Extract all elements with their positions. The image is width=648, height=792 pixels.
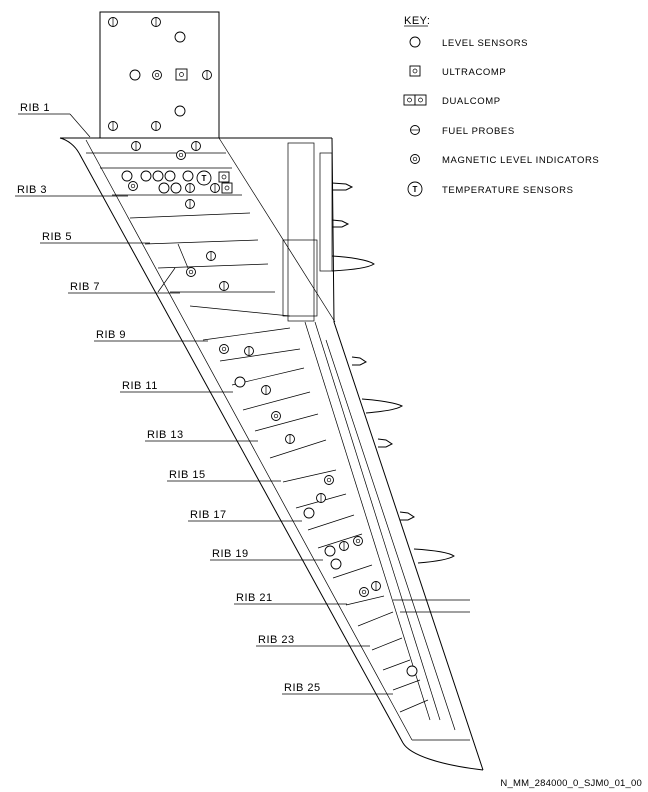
legend-label-magnetic-level-indicators: MAGNETIC LEVEL INDICATORS: [442, 155, 599, 166]
magnetic-level-indicator-icon: [359, 587, 369, 597]
fuel-probe-icon: [206, 251, 216, 261]
legend-title: KEY:: [404, 15, 430, 27]
level-sensor-icon: [409, 36, 421, 48]
temperature-sensor-icon: T: [196, 170, 212, 186]
level-sensor-icon: [234, 376, 246, 388]
rib-label-25: RIB 25: [284, 682, 321, 694]
magnetic-level-indicator-icon: [128, 181, 138, 191]
fuel-probe-icon: [219, 281, 229, 291]
rib-label-5: RIB 5: [42, 231, 72, 243]
fuel-probe-icon: [316, 493, 326, 503]
legend-label-fuel-probes: FUEL PROBES: [442, 126, 515, 137]
wing-outline: [59, 11, 484, 771]
fuel-probe-icon: [202, 70, 212, 80]
legend-label-temperature-sensors: TEMPERATURE SENSORS: [442, 185, 574, 196]
fuel-probe-icon: [339, 541, 349, 551]
rib-label-11: RIB 11: [122, 380, 158, 392]
magnetic-level-indicator-icon: [219, 344, 229, 354]
level-sensor-icon: [164, 170, 176, 182]
magnetic-level-indicator-icon: [176, 150, 186, 160]
level-sensor-icon: [121, 170, 133, 182]
figure-id: N_MM_284000_0_SJM0_01_00: [500, 778, 642, 789]
level-sensor-icon: [324, 545, 336, 557]
level-sensor-icon: [303, 507, 315, 519]
rib-label-15: RIB 15: [169, 469, 206, 481]
rib-labels: RIB 1 RIB 3 RIB 5 RIB 7 RIB 9 RIB 11 RIB…: [15, 102, 393, 695]
center-tank-sensors: [108, 17, 212, 131]
legend: KEY: LEVEL SENSORS ULTRACOMP DUALCOMP FU…: [403, 15, 599, 197]
fuel-probe-icon: [285, 434, 295, 444]
fuel-probe-icon: [108, 17, 118, 27]
fuel-probe-icon: [210, 183, 220, 193]
rib-label-21: RIB 21: [236, 592, 273, 604]
legend-label-level-sensors: LEVEL SENSORS: [442, 38, 528, 49]
rib-label-13: RIB 13: [147, 429, 184, 441]
legend-label-dualcomp: DUALCOMP: [442, 96, 501, 107]
svg-text:T: T: [413, 185, 418, 194]
wing-ribs: [86, 152, 429, 713]
rib-label-1: RIB 1: [20, 102, 50, 114]
fuel-probe-icon: [185, 199, 195, 209]
magnetic-level-indicator-icon: [353, 536, 363, 546]
level-sensor-icon: [140, 170, 152, 182]
wing-tank-sensors: T: [121, 141, 418, 677]
fuel-probe-icon: [410, 125, 420, 135]
level-sensor-icon: [158, 182, 170, 194]
magnetic-level-indicator-icon: [186, 267, 196, 277]
rib-label-7: RIB 7: [70, 281, 100, 293]
magnetic-level-indicator-icon: [271, 411, 281, 421]
legend-label-ultracomp: ULTRACOMP: [442, 67, 506, 78]
fuel-probe-icon: [151, 17, 161, 27]
level-sensor-icon: [406, 665, 418, 677]
fuel-probe-icon: [131, 141, 141, 151]
ultracomp-icon: [175, 68, 188, 81]
level-sensor-icon: [152, 170, 164, 182]
rib-label-17: RIB 17: [190, 509, 227, 521]
magnetic-level-indicator-icon: [410, 154, 420, 164]
magnetic-level-indicator-icon: [324, 475, 334, 485]
trailing-edge-structure: [282, 142, 470, 731]
level-sensor-icon: [170, 182, 182, 194]
fuel-probe-icon: [244, 346, 254, 356]
svg-text:T: T: [202, 174, 207, 183]
dualcomp-icon: [403, 94, 427, 106]
magnetic-level-indicator-icon: [152, 70, 162, 80]
fuel-probe-icon: [371, 581, 381, 591]
fuel-probe-icon: [108, 121, 118, 131]
rib-label-23: RIB 23: [258, 634, 295, 646]
level-sensor-icon: [174, 31, 186, 43]
dualcomp-icon: [218, 171, 233, 194]
level-sensor-icon: [129, 69, 141, 81]
level-sensor-icon: [174, 105, 186, 117]
flap-track-fairings: [331, 182, 455, 564]
rib-label-9: RIB 9: [96, 329, 126, 341]
fuel-probe-icon: [191, 141, 201, 151]
temperature-sensor-icon: T: [407, 181, 423, 197]
rib-label-3: RIB 3: [17, 184, 47, 196]
ultracomp-icon: [409, 65, 421, 77]
level-sensor-icon: [330, 558, 342, 570]
fuel-probe-icon: [151, 121, 161, 131]
fuel-probe-icon: [261, 385, 271, 395]
fuel-probe-icon: [185, 183, 195, 193]
level-sensor-icon: [182, 170, 194, 182]
rib-label-19: RIB 19: [212, 548, 249, 560]
